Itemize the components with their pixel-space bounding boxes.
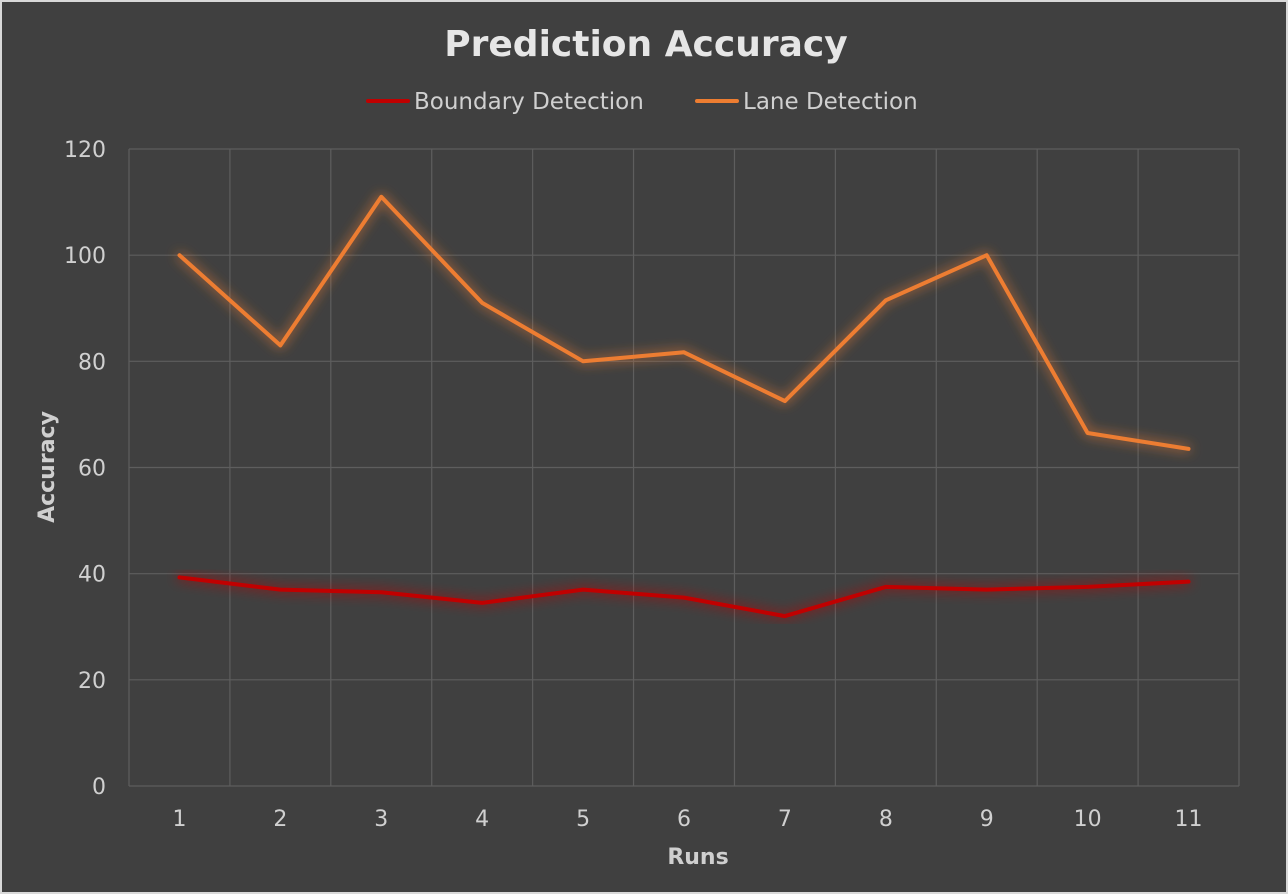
y-tick-label: 100 (64, 244, 106, 269)
y-tick-label: 40 (78, 563, 106, 588)
x-tick-label: 8 (879, 807, 893, 832)
x-axis-title: Runs (667, 845, 728, 870)
y-tick-label: 60 (78, 457, 106, 482)
x-tick-label: 6 (677, 807, 691, 832)
y-axis-title: Accuracy (35, 411, 60, 523)
gridlines (129, 149, 1239, 786)
y-tick-label: 20 (78, 669, 106, 694)
legend-label: Lane Detection (743, 89, 918, 115)
x-tick-label: 3 (374, 807, 388, 832)
x-tick-label: 9 (980, 807, 994, 832)
x-tick-label: 11 (1175, 807, 1203, 832)
x-tick-label: 1 (172, 807, 186, 832)
y-axis-ticks: 0 20 40 60 80 100 120 (64, 138, 106, 800)
legend-label: Boundary Detection (414, 89, 644, 115)
chart-title: Prediction Accuracy (444, 24, 847, 65)
y-tick-label: 80 (78, 350, 106, 375)
x-tick-label: 10 (1074, 807, 1102, 832)
x-tick-label: 5 (576, 807, 590, 832)
x-axis-ticks: 1 2 3 4 5 6 7 8 9 10 11 (172, 807, 1202, 832)
y-tick-label: 0 (92, 775, 106, 800)
y-tick-label: 120 (64, 138, 106, 163)
legend: Boundary Detection Lane Detection (368, 89, 918, 115)
x-tick-label: 2 (273, 807, 287, 832)
x-tick-label: 7 (778, 807, 792, 832)
x-tick-label: 4 (475, 807, 489, 832)
